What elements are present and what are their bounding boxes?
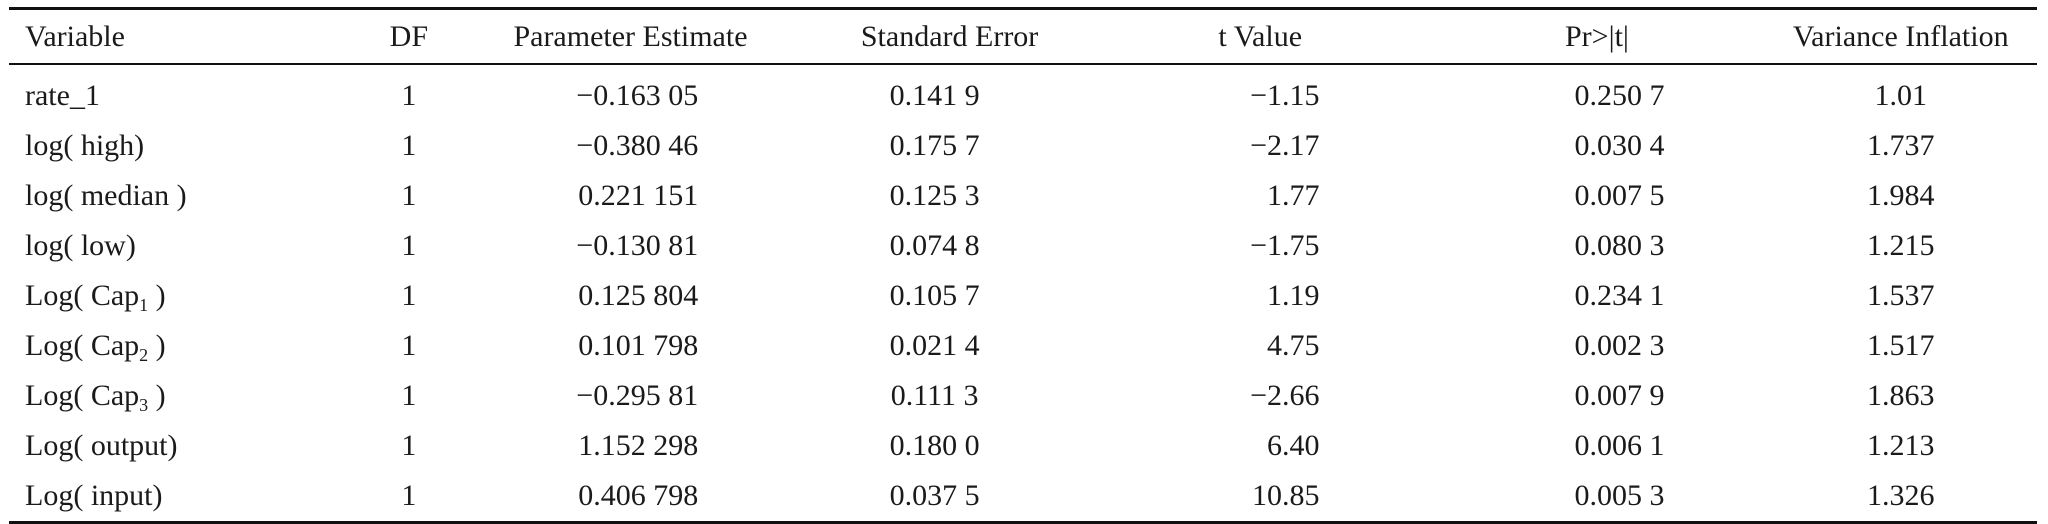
header-parameter-estimate: Parameter Estimate xyxy=(513,19,748,53)
cell-t-value: 4.75 xyxy=(1267,329,1320,362)
header-row: Variable DF Parameter Estimate Standard … xyxy=(9,8,2037,64)
cell-t-value: −2.17 xyxy=(1250,129,1320,162)
cell-variable: Log( Cap1 ) xyxy=(9,271,365,321)
variable-name: log( median ) xyxy=(25,179,187,212)
cell-standard-error: 0.105 7 xyxy=(889,279,980,312)
cell-p-value: 0.005 3 xyxy=(1574,479,1665,512)
table-row: Log( input) 1 0.406 798 0.037 5 10.85 0.… xyxy=(9,471,2037,523)
cell-standard-error: 0.021 4 xyxy=(889,329,980,362)
cell-parameter-estimate: −0.295 81 xyxy=(576,379,699,412)
variable-name: log( high) xyxy=(25,129,145,162)
cell-variance-inflation: 1.863 xyxy=(1866,379,1935,412)
regression-table: Variable DF Parameter Estimate Standard … xyxy=(9,7,2037,524)
table-header: Variable DF Parameter Estimate Standard … xyxy=(9,8,2037,64)
header-df: DF xyxy=(389,19,429,53)
cell-standard-error: 0.074 8 xyxy=(889,229,980,262)
cell-df: 1 xyxy=(401,379,417,412)
header-variable: Variable xyxy=(25,19,125,53)
table-row: log( median ) 1 0.221 151 0.125 3 1.77 0… xyxy=(9,171,2037,221)
table-row: Log( output) 1 1.152 298 0.180 0 6.40 0.… xyxy=(9,421,2037,471)
variable-name: log( low) xyxy=(25,229,136,262)
header-p-value: Pr>|t| xyxy=(1564,19,1629,53)
table-row: log( low) 1 −0.130 81 0.074 8 −1.75 0.08… xyxy=(9,221,2037,271)
cell-variable: log( median ) xyxy=(9,171,365,221)
cell-parameter-estimate: −0.130 81 xyxy=(576,229,699,262)
cell-p-value: 0.002 3 xyxy=(1574,329,1665,362)
cell-variable: log( low) xyxy=(9,221,365,271)
variable-name: rate_1 xyxy=(25,79,100,112)
table-row: log( high) 1 −0.380 46 0.175 7 −2.17 0.0… xyxy=(9,121,2037,171)
header-variance-inflation: Variance Inflation xyxy=(1792,19,2009,53)
table-row: Log( Cap2 ) 1 0.101 798 0.021 4 4.75 0.0… xyxy=(9,321,2037,371)
variable-close: ) xyxy=(148,329,166,362)
cell-standard-error: 0.125 3 xyxy=(889,179,980,212)
variable-close: ) xyxy=(148,279,166,312)
cell-parameter-estimate: −0.380 46 xyxy=(576,129,699,162)
cell-df: 1 xyxy=(401,79,417,112)
cell-standard-error: 0.175 7 xyxy=(889,129,980,162)
cell-parameter-estimate: 0.221 151 xyxy=(578,179,699,212)
cell-standard-error: 0.037 5 xyxy=(889,479,980,512)
variable-name: Log( Cap xyxy=(25,279,140,312)
variable-close: ) xyxy=(148,379,166,412)
cell-t-value: −1.75 xyxy=(1250,229,1320,262)
header-standard-error: Standard Error xyxy=(860,19,1039,53)
variable-name: Log( Cap xyxy=(25,329,140,362)
cell-variable: Log( Cap3 ) xyxy=(9,371,365,421)
cell-p-value: 0.007 9 xyxy=(1574,379,1665,412)
cell-df: 1 xyxy=(401,429,417,462)
cell-variable: rate_1 xyxy=(9,64,365,121)
cell-p-value: 0.250 7 xyxy=(1574,79,1665,112)
cell-t-value: −2.66 xyxy=(1250,379,1320,412)
cell-p-value: 0.007 5 xyxy=(1574,179,1665,212)
cell-t-value: 1.19 xyxy=(1267,279,1320,312)
cell-parameter-estimate: 0.406 798 xyxy=(578,479,699,512)
cell-variable: Log( Cap2 ) xyxy=(9,321,365,371)
cell-parameter-estimate: −0.163 05 xyxy=(576,79,699,112)
cell-parameter-estimate: 0.125 804 xyxy=(578,279,699,312)
cell-variance-inflation: 1.213 xyxy=(1866,429,1935,462)
cell-variance-inflation: 1.984 xyxy=(1866,179,1935,212)
variable-name: Log( Cap xyxy=(25,379,140,412)
table-row: Log( Cap3 ) 1 −0.295 81 0.111 3 −2.66 0.… xyxy=(9,371,2037,421)
variable-subscript: 1 xyxy=(139,295,149,315)
cell-parameter-estimate: 0.101 798 xyxy=(578,329,699,362)
header-t-value: t Value xyxy=(1218,19,1303,53)
cell-variance-inflation: 1.517 xyxy=(1866,329,1935,362)
cell-df: 1 xyxy=(401,479,417,512)
variable-name: Log( input) xyxy=(25,479,163,512)
cell-p-value: 0.234 1 xyxy=(1574,279,1665,312)
table-body: rate_1 1 −0.163 05 0.141 9 −1.15 0.250 7… xyxy=(9,64,2037,523)
cell-df: 1 xyxy=(401,179,417,212)
cell-t-value: −1.15 xyxy=(1250,79,1320,112)
cell-standard-error: 0.180 0 xyxy=(889,429,980,462)
cell-p-value: 0.080 3 xyxy=(1574,229,1665,262)
cell-variance-inflation: 1.537 xyxy=(1866,279,1935,312)
table-row: rate_1 1 −0.163 05 0.141 9 −1.15 0.250 7… xyxy=(9,64,2037,121)
cell-t-value: 1.77 xyxy=(1267,179,1320,212)
cell-variance-inflation: 1.215 xyxy=(1866,229,1935,262)
cell-standard-error: 0.111 3 xyxy=(890,379,979,412)
cell-variable: log( high) xyxy=(9,121,365,171)
cell-variance-inflation: 1.01 xyxy=(1874,79,1927,112)
cell-df: 1 xyxy=(401,129,417,162)
cell-df: 1 xyxy=(401,279,417,312)
cell-parameter-estimate: 1.152 298 xyxy=(578,429,699,462)
cell-p-value: 0.006 1 xyxy=(1574,429,1665,462)
cell-variable: Log( output) xyxy=(9,421,365,471)
cell-variance-inflation: 1.737 xyxy=(1866,129,1935,162)
cell-t-value: 10.85 xyxy=(1252,479,1320,512)
table-row: Log( Cap1 ) 1 0.125 804 0.105 7 1.19 0.2… xyxy=(9,271,2037,321)
variable-name: Log( output) xyxy=(25,429,178,462)
cell-df: 1 xyxy=(401,329,417,362)
cell-variance-inflation: 1.326 xyxy=(1866,479,1935,512)
cell-variable: Log( input) xyxy=(9,471,365,523)
regression-table-container: Variable DF Parameter Estimate Standard … xyxy=(9,7,2037,524)
cell-p-value: 0.030 4 xyxy=(1574,129,1665,162)
variable-subscript: 2 xyxy=(139,345,149,365)
variable-subscript: 3 xyxy=(139,395,149,415)
cell-t-value: 6.40 xyxy=(1267,429,1320,462)
cell-standard-error: 0.141 9 xyxy=(889,79,980,112)
cell-df: 1 xyxy=(401,229,417,262)
